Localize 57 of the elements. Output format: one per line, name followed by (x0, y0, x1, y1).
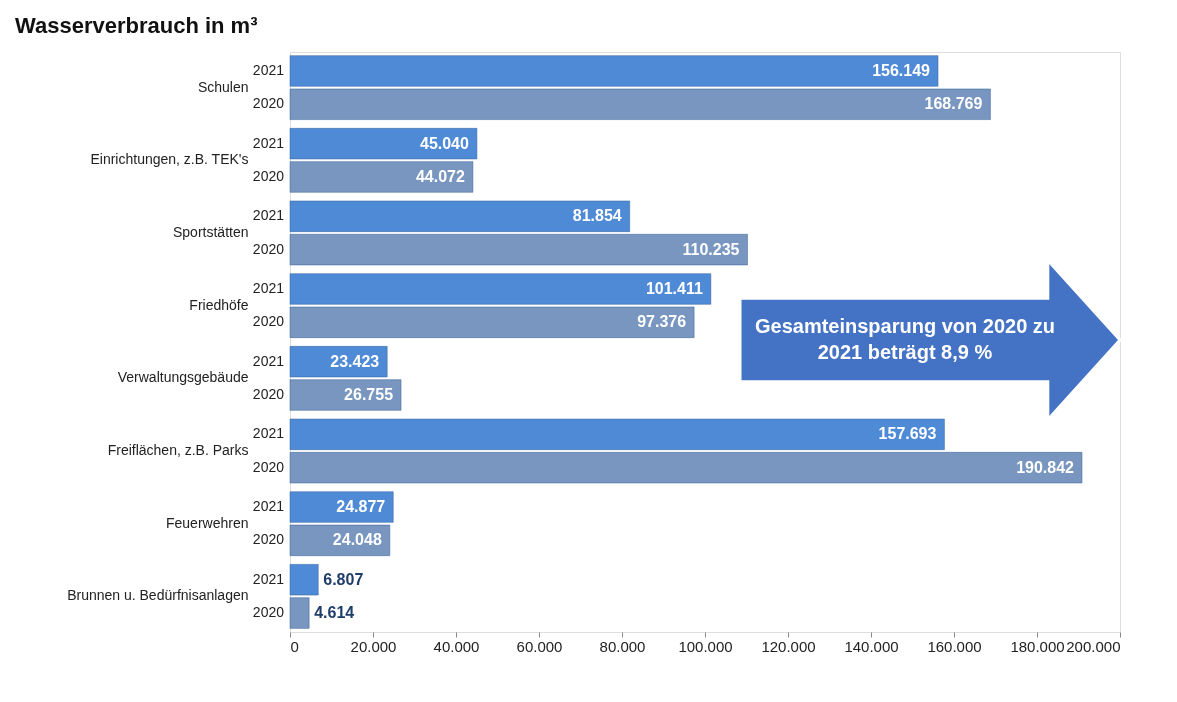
x-tick-label: 160.000 (927, 637, 982, 655)
series-label: 2021 (252, 61, 285, 78)
text: 2021 (252, 498, 284, 515)
x-tick-label: 40.000 (433, 637, 480, 655)
x-tick-label: 140.000 (844, 637, 899, 655)
data-label: 101.411 (645, 280, 703, 297)
data-label: 24.877 (336, 498, 386, 516)
y-tick-label: Feuerwehren (166, 514, 249, 531)
text: 2021 (252, 570, 284, 587)
data-label: 156.149 (872, 61, 931, 79)
text: 2020 (252, 240, 284, 257)
text: 2020 (252, 458, 284, 475)
bar (289, 200, 630, 232)
text: 2021 (252, 280, 284, 296)
y-tick-label: Freiflächen, z.B. Parks (107, 442, 249, 459)
text: 2020 (252, 167, 284, 184)
data-label: 110.235 (682, 240, 740, 258)
text: 2021 (252, 134, 284, 151)
x-tick-label: 80.000 (599, 637, 646, 655)
bar (289, 418, 945, 450)
x-tick-label: 20.000 (350, 637, 397, 655)
data-label: 6.807 (323, 570, 364, 588)
data-label: 190.842 (1016, 458, 1075, 476)
x-tick-label: 120.000 (761, 637, 816, 655)
data-label: 26.755 (344, 386, 394, 403)
data-label: 81.854 (572, 207, 622, 225)
x-tick-label: 60.000 (516, 637, 563, 655)
text: 2020 (252, 313, 284, 330)
y-tick-label: Schulen (197, 78, 249, 95)
text: 2020 (252, 386, 284, 402)
annotation: Gesamteinsparung von 2020 zu 2021 beträgt 8,9 % (754, 315, 1056, 363)
y-tick-label: Einrichtungen, z.B. TEK's (90, 151, 249, 168)
y-tick-label: Verwaltungsgebäude (117, 369, 249, 386)
data-label: 24.048 (332, 531, 382, 549)
data-label: 157.693 (878, 425, 937, 443)
data-label: 4.614 (314, 604, 355, 622)
y-tick-label: Brunnen u. Bedürfnisanlagen (67, 587, 249, 604)
x-tick-label: 100.000 (678, 637, 733, 655)
text: 2021 (252, 425, 284, 442)
data-label: 45.040 (419, 134, 470, 152)
x-tick-label: 0 (290, 637, 299, 655)
data-label: 97.376 (637, 313, 687, 331)
text: 2021 (252, 207, 284, 224)
data-label: 23.423 (330, 352, 380, 370)
y-tick-label: Sportstätten (173, 223, 249, 240)
text: 2020 (252, 604, 284, 621)
series-label: 2020 (252, 95, 285, 112)
chart-title: Wasserverbrauch in m³ (15, 13, 258, 38)
text: 2021 (252, 352, 284, 369)
text: 2020 (252, 531, 284, 548)
data-label: 44.072 (415, 167, 465, 185)
y-tick-label: Friedhöfe (189, 296, 249, 313)
x-tick-label: 180.000 (1010, 637, 1065, 655)
data-label: 168.769 (924, 95, 983, 113)
bar (289, 234, 748, 266)
x-tick-label: 200.000 (1066, 637, 1121, 655)
bar (289, 452, 1083, 484)
